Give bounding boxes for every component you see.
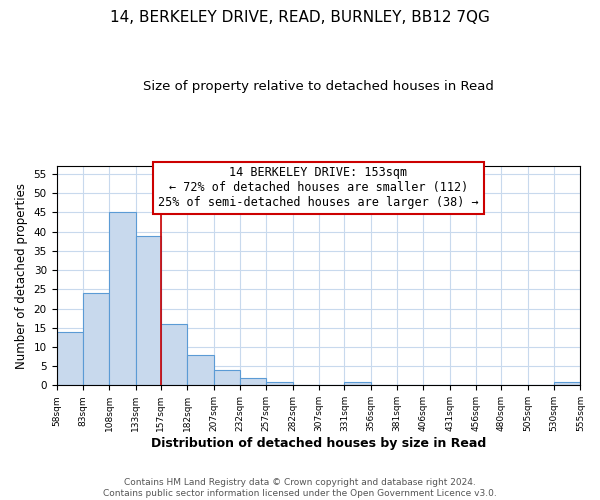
Bar (554, 382, 580, 386)
Bar (344, 382, 371, 386)
Bar (187, 354, 214, 386)
Bar (161, 324, 187, 386)
Bar (266, 382, 293, 386)
Bar (136, 236, 161, 386)
Bar (240, 378, 266, 386)
Title: Size of property relative to detached houses in Read: Size of property relative to detached ho… (143, 80, 494, 93)
Bar (56, 332, 83, 386)
Text: 14, BERKELEY DRIVE, READ, BURNLEY, BB12 7QG: 14, BERKELEY DRIVE, READ, BURNLEY, BB12 … (110, 10, 490, 25)
Text: 14 BERKELEY DRIVE: 153sqm
← 72% of detached houses are smaller (112)
25% of semi: 14 BERKELEY DRIVE: 153sqm ← 72% of detac… (158, 166, 479, 210)
X-axis label: Distribution of detached houses by size in Read: Distribution of detached houses by size … (151, 437, 486, 450)
Y-axis label: Number of detached properties: Number of detached properties (15, 183, 28, 369)
Bar (214, 370, 240, 386)
Bar (109, 212, 136, 386)
Bar (83, 293, 109, 386)
Text: Contains HM Land Registry data © Crown copyright and database right 2024.
Contai: Contains HM Land Registry data © Crown c… (103, 478, 497, 498)
